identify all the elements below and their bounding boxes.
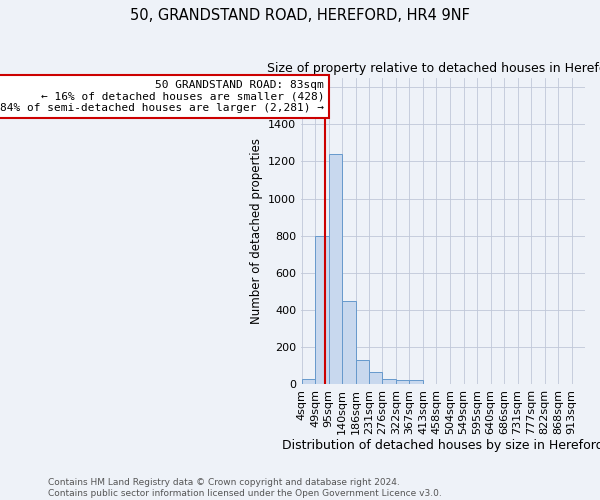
Bar <box>315 236 329 384</box>
Y-axis label: Number of detached properties: Number of detached properties <box>250 138 263 324</box>
Title: Size of property relative to detached houses in Hereford: Size of property relative to detached ho… <box>267 62 600 76</box>
Bar <box>302 380 315 384</box>
Text: 50 GRANDSTAND ROAD: 83sqm
← 16% of detached houses are smaller (428)
84% of semi: 50 GRANDSTAND ROAD: 83sqm ← 16% of detac… <box>0 80 324 113</box>
Bar <box>369 372 382 384</box>
Text: Contains HM Land Registry data © Crown copyright and database right 2024.
Contai: Contains HM Land Registry data © Crown c… <box>48 478 442 498</box>
Bar <box>382 380 396 384</box>
Text: 50, GRANDSTAND ROAD, HEREFORD, HR4 9NF: 50, GRANDSTAND ROAD, HEREFORD, HR4 9NF <box>130 8 470 22</box>
Bar <box>356 360 369 384</box>
X-axis label: Distribution of detached houses by size in Hereford: Distribution of detached houses by size … <box>282 440 600 452</box>
Bar <box>342 300 356 384</box>
Bar <box>396 380 409 384</box>
Bar <box>409 380 423 384</box>
Bar <box>329 154 342 384</box>
